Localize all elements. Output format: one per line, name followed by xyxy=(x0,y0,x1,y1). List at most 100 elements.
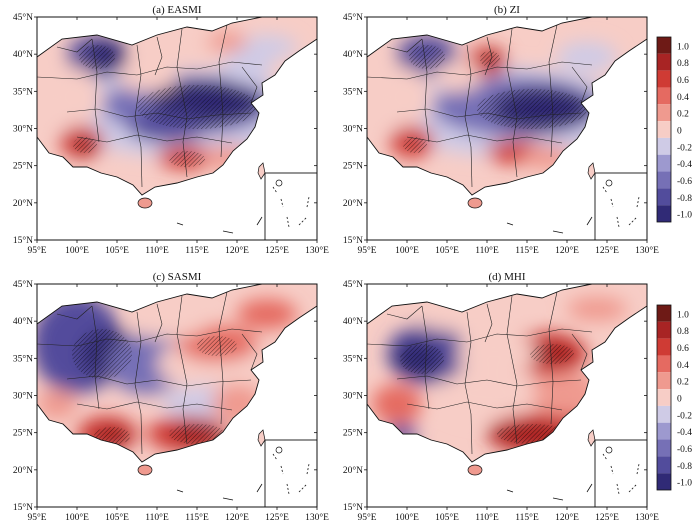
lat-tick-label: 35°N xyxy=(13,353,33,364)
significance-hatching xyxy=(73,45,257,167)
colorbar-label: 1.0 xyxy=(677,42,689,52)
lon-tick-label: 105°E xyxy=(105,245,129,256)
lon-tick-label: 95°E xyxy=(27,512,46,523)
lon-tick-label: 95°E xyxy=(357,245,376,256)
lon-tick-label: 100°E xyxy=(65,245,89,256)
lat-tick-label: 40°N xyxy=(13,316,33,327)
colorbar-segment xyxy=(657,439,671,457)
lon-tick-label: 95°E xyxy=(27,245,46,256)
colorbar-segment xyxy=(657,154,671,172)
south-china-sea-inset xyxy=(264,172,318,241)
lon-tick-label: 120°E xyxy=(225,512,249,523)
map-panel-c: (c) SASMI 95°E 100°E 105°E 110°E 115°E 120°E 12… xyxy=(13,271,329,523)
colorbar-segment xyxy=(657,121,671,138)
lat-tick-label: 15°N xyxy=(343,235,363,246)
lon-tick-label: 110°E xyxy=(145,512,169,523)
lat-tick-label: 30°N xyxy=(13,391,33,402)
panel-title: (a) EASMI xyxy=(152,4,202,16)
lat-tick-label: 30°N xyxy=(343,391,363,402)
colorbar-segment xyxy=(657,53,671,71)
colorbar-segment xyxy=(657,205,671,222)
lon-tick-label: 95°E xyxy=(357,512,376,523)
hainan-island xyxy=(467,197,483,209)
lon-tick-label: 110°E xyxy=(475,245,499,256)
lon-tick-label: 115°E xyxy=(185,512,209,523)
lon-tick-label: 125°E xyxy=(595,512,619,523)
lon-tick-label: 115°E xyxy=(185,245,209,256)
lon-tick-label: 130°E xyxy=(305,512,329,523)
colorbar-label: 0.8 xyxy=(677,59,689,69)
lon-tick-label: 115°E xyxy=(515,245,539,256)
lat-tick-label: 20°N xyxy=(343,198,363,209)
province-boundaries xyxy=(367,291,593,455)
colorbar-label: -0.2 xyxy=(677,143,692,153)
taiwan-island xyxy=(587,429,596,447)
lon-tick-label: 125°E xyxy=(265,512,289,523)
lat-tick-label: 30°N xyxy=(13,124,33,135)
lat-tick-label: 45°N xyxy=(13,12,33,23)
lon-tick-label: 120°E xyxy=(555,245,579,256)
significance-hatching xyxy=(72,329,237,445)
colorbar-label: -0.4 xyxy=(677,428,692,438)
province-boundaries xyxy=(37,24,263,188)
lon-tick-label: 120°E xyxy=(225,245,249,256)
map-panel-d: (d) MHI 95°E 100°E 105°E 110°E 115°E 120°E 125°… xyxy=(343,271,659,523)
lon-tick-label: 130°E xyxy=(635,245,659,256)
province-boundaries xyxy=(367,24,593,188)
colorbar-segment xyxy=(657,171,671,189)
colorbar-label: 0.6 xyxy=(677,76,689,86)
colorbar-label: 0.2 xyxy=(677,378,689,388)
colorbar-segment xyxy=(657,70,671,88)
colorbar-label: 0.2 xyxy=(677,110,689,120)
colorbar-label: -0.8 xyxy=(677,194,692,204)
colorbar-label: 0.6 xyxy=(677,344,689,354)
lat-tick-label: 15°N xyxy=(343,502,363,513)
south-china-sea-inset xyxy=(264,439,318,508)
lat-tick-label: 20°N xyxy=(13,465,33,476)
colorbar: 1.0 0.8 0.6 0.4 0.2 0 -0.2 -0.4 -0.6 -0.8 -1.0 xyxy=(656,36,692,223)
colorbar-label: 0.4 xyxy=(677,93,689,103)
panel-title: (d) MHI xyxy=(489,271,526,283)
map-panel-a: (a) EASMI 95°E 100°E 105°E 110°E 115°E 120°E 12… xyxy=(13,4,329,256)
lat-tick-label: 30°N xyxy=(343,124,363,135)
colorbar-label: -1.0 xyxy=(677,479,692,489)
lat-tick-label: 15°N xyxy=(13,235,33,246)
lat-tick-label: 20°N xyxy=(343,465,363,476)
colorbar-segment xyxy=(657,188,671,206)
taiwan-island xyxy=(257,429,266,447)
lon-tick-label: 125°E xyxy=(595,245,619,256)
lat-tick-label: 25°N xyxy=(343,428,363,439)
colorbar-label: -0.4 xyxy=(677,160,692,170)
lat-tick-label: 25°N xyxy=(343,161,363,172)
lon-tick-label: 105°E xyxy=(435,512,459,523)
colorbar-label: -0.6 xyxy=(677,445,692,455)
colorbar-label: -1.0 xyxy=(677,211,692,221)
lat-tick-label: 45°N xyxy=(13,279,33,290)
colorbar-label: 0 xyxy=(677,395,682,405)
colorbar-segment xyxy=(657,422,671,440)
lon-tick-label: 115°E xyxy=(515,512,539,523)
lon-tick-label: 125°E xyxy=(265,245,289,256)
colorbar-segment xyxy=(657,137,671,155)
lon-tick-label: 100°E xyxy=(395,245,419,256)
lon-tick-label: 120°E xyxy=(555,512,579,523)
colorbar-segment xyxy=(657,87,671,105)
taiwan-island xyxy=(587,162,596,180)
south-china-sea-inset xyxy=(594,439,648,508)
south-china-sea-inset xyxy=(594,172,648,241)
lat-tick-label: 45°N xyxy=(343,12,363,23)
map-panel-b: (b) ZI 95°E 100°E 105°E 110°E 115°E 120°E 125°E… xyxy=(343,4,659,256)
lon-tick-label: 105°E xyxy=(435,245,459,256)
lat-tick-label: 20°N xyxy=(13,198,33,209)
lon-tick-label: 110°E xyxy=(475,512,499,523)
significance-hatching xyxy=(403,45,587,153)
colorbar-segment xyxy=(657,104,671,122)
lat-tick-label: 40°N xyxy=(343,316,363,327)
hainan-island xyxy=(467,464,483,476)
colorbar-segment xyxy=(657,305,671,322)
colorbar-label: -0.2 xyxy=(677,411,692,421)
lat-tick-label: 35°N xyxy=(343,353,363,364)
lon-tick-label: 100°E xyxy=(65,512,89,523)
lon-tick-label: 105°E xyxy=(105,512,129,523)
